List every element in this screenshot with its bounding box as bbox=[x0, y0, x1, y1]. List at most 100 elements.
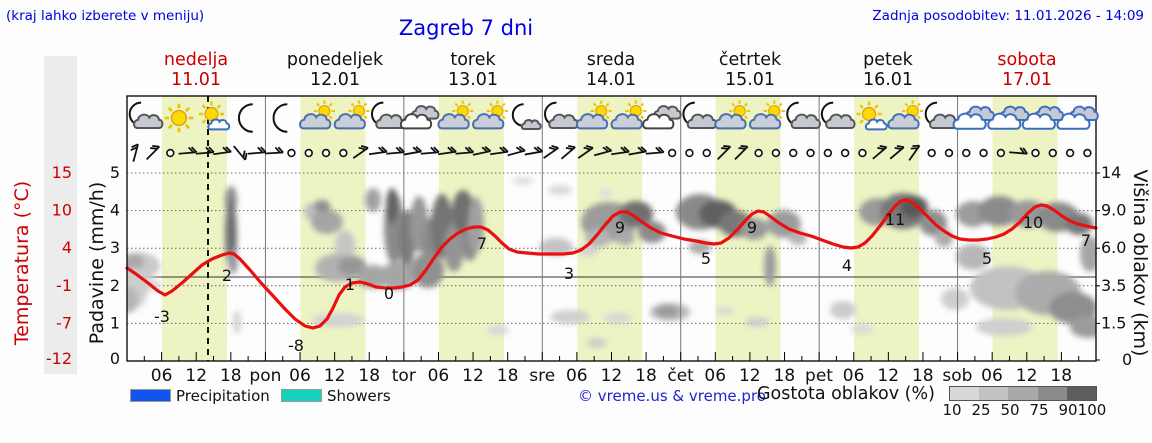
day-date: 12.01 bbox=[309, 70, 361, 90]
sun-icon bbox=[164, 103, 194, 133]
temperature-tick-label: -1 bbox=[56, 276, 72, 295]
wind-calm-icon bbox=[823, 148, 833, 158]
wind-barb-icon bbox=[507, 145, 526, 157]
time-axis-label: 06 bbox=[566, 366, 588, 386]
wind-barb-icon bbox=[560, 145, 576, 160]
temperature-value-label: 7 bbox=[477, 234, 487, 253]
temperature-value-label: -8 bbox=[288, 336, 304, 355]
wind-barb-icon bbox=[265, 146, 284, 155]
clouds-blue-icon bbox=[1021, 105, 1065, 130]
wind-barb-icon bbox=[472, 145, 492, 156]
sun-cloud-icon bbox=[199, 101, 231, 131]
wind-barb-icon bbox=[593, 145, 613, 157]
time-axis-label: 12 bbox=[185, 366, 207, 386]
wind-calm-icon bbox=[321, 148, 331, 158]
wind-barb-icon bbox=[233, 145, 248, 161]
moon-shape bbox=[511, 103, 524, 127]
cloud-shape bbox=[575, 113, 609, 130]
moon-icon bbox=[272, 103, 288, 133]
clouds-icon bbox=[399, 105, 440, 130]
cloud-height-tick-label: 9.0 bbox=[1101, 201, 1126, 220]
wind-calm-icon bbox=[806, 148, 815, 158]
day-name: sreda bbox=[586, 50, 636, 70]
cloud-sun-icon bbox=[299, 100, 335, 130]
wind-calm-icon bbox=[667, 148, 677, 158]
day-name: petek bbox=[863, 50, 913, 70]
time-axis-label: 06 bbox=[428, 366, 450, 386]
time-axis-label: 06 bbox=[704, 366, 726, 386]
time-axis-label: 18 bbox=[497, 366, 519, 386]
cloud-blob bbox=[587, 338, 607, 348]
wind-barb-icon bbox=[386, 146, 405, 155]
cloud-sun-icon bbox=[575, 100, 612, 130]
wind-calm-icon bbox=[944, 148, 954, 158]
cloud-blob bbox=[380, 262, 416, 290]
day-header-nedelja: nedelja 11.01 bbox=[126, 50, 266, 90]
day-date: 15.01 bbox=[724, 70, 776, 90]
wind-barb-icon bbox=[872, 145, 888, 160]
cloud-blob bbox=[745, 317, 769, 327]
temperature-value-label: 10 bbox=[1023, 213, 1043, 232]
time-axis-label: čet bbox=[667, 366, 694, 386]
wind-calm-icon bbox=[754, 148, 763, 158]
wind-barb-icon bbox=[734, 145, 749, 161]
cloud-blob bbox=[740, 218, 768, 240]
cloud-sun-icon bbox=[748, 100, 785, 130]
temperature-value-label: 11 bbox=[885, 210, 905, 229]
cloud-height-tick-label: 1.5 bbox=[1101, 313, 1126, 332]
cloud-blob bbox=[127, 254, 144, 270]
colorbar-level-label: 25 bbox=[971, 401, 991, 419]
wind-calm-icon bbox=[304, 148, 313, 158]
time-axis-label: 12 bbox=[739, 366, 761, 386]
wind-barb-icon bbox=[455, 146, 475, 155]
time-axis-label: 12 bbox=[601, 366, 623, 386]
cloud-blob bbox=[312, 313, 364, 327]
cloud-blob bbox=[513, 177, 533, 185]
wind-calm-icon bbox=[287, 148, 296, 158]
cloud-blob bbox=[338, 256, 366, 276]
precipitation-legend-swatch bbox=[130, 389, 171, 402]
time-axis-label: 12 bbox=[1016, 366, 1038, 386]
time-axis-label: 18 bbox=[635, 366, 657, 386]
cloud-blob bbox=[716, 307, 734, 315]
colorbar-level-label: 50 bbox=[1000, 401, 1020, 419]
day-name: četrtek bbox=[718, 50, 782, 70]
temperature-value-label: -3 bbox=[154, 307, 170, 326]
cloud-blob bbox=[599, 189, 613, 197]
wind-barb-icon bbox=[420, 146, 440, 155]
cloud-shape bbox=[642, 113, 675, 130]
wind-calm-icon bbox=[166, 148, 175, 158]
time-axis-label: 06 bbox=[289, 366, 311, 386]
wind-calm-icon bbox=[927, 148, 936, 158]
cloud-blob bbox=[851, 324, 873, 334]
wind-calm-icon bbox=[979, 148, 988, 158]
showers-legend-swatch bbox=[281, 389, 322, 402]
wind-barb-icon bbox=[628, 146, 647, 156]
wind-barb-icon bbox=[717, 145, 732, 161]
temperature-value-label: 5 bbox=[982, 249, 992, 268]
cloud-height-tick-label: 0 bbox=[1122, 350, 1132, 369]
clouds-blue-icon bbox=[952, 105, 995, 130]
time-axis-label: 06 bbox=[151, 366, 173, 386]
copyright-link[interactable]: © vreme.us & vreme.pro bbox=[578, 387, 766, 405]
precipitation-tick-label: 0 bbox=[110, 349, 120, 368]
cloud-blob bbox=[1070, 316, 1096, 338]
cloud-height-tick-label: 6.0 bbox=[1101, 238, 1126, 257]
moon-shape bbox=[238, 103, 253, 133]
cloud-blob bbox=[127, 287, 138, 313]
cloud-sun-icon bbox=[610, 100, 647, 130]
day-header-ponedeljek: ponedeljek 12.01 bbox=[265, 50, 405, 90]
cloud-shape bbox=[748, 113, 782, 130]
cloud-shape bbox=[299, 113, 332, 130]
cloud-blob bbox=[656, 305, 678, 317]
cloud-shape bbox=[952, 112, 987, 130]
time-axis-label: 18 bbox=[1050, 366, 1072, 386]
day-date: 17.01 bbox=[1001, 70, 1053, 90]
time-axis-label: 18 bbox=[774, 366, 796, 386]
wind-calm-icon bbox=[996, 148, 1006, 158]
wind-barb-icon bbox=[195, 146, 215, 155]
temperature-curve bbox=[125, 198, 1098, 330]
clouds-blue-icon bbox=[1056, 105, 1099, 130]
temperature-value-label: 9 bbox=[615, 218, 625, 237]
